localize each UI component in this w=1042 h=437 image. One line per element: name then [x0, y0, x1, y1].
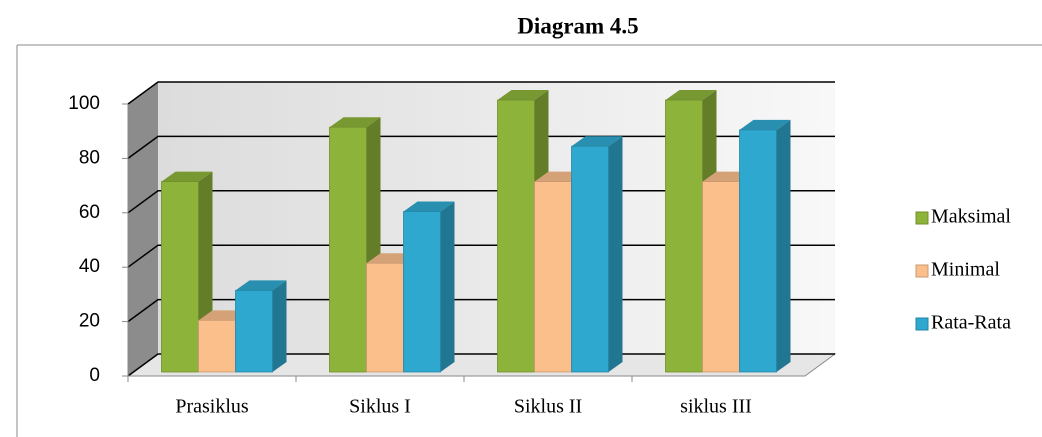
bar-side [272, 280, 287, 372]
bar-side [440, 201, 455, 372]
bar [665, 99, 703, 373]
y-tick-label: 40 [79, 256, 100, 277]
bar [403, 211, 441, 373]
x-tick-label: Siklus I [349, 396, 411, 418]
bar-top [235, 280, 287, 291]
y-tick-label: 100 [68, 93, 100, 114]
chart-title: Diagram 4.5 [517, 13, 638, 38]
bar [198, 319, 236, 373]
x-tick-label: siklus III [680, 396, 752, 418]
bar-top [329, 117, 381, 128]
legend-label: Maksimal [931, 206, 1011, 228]
bar [497, 99, 535, 373]
bar [366, 262, 404, 373]
y-tick-label: 20 [79, 311, 100, 332]
y-tick-label: 0 [89, 365, 100, 386]
legend-swatch [915, 211, 929, 225]
bar-top [161, 171, 213, 182]
side-wall [128, 82, 158, 376]
bar [534, 181, 572, 373]
grid-line [127, 81, 835, 105]
y-tick-label: 60 [79, 202, 100, 223]
y-tick-label: 80 [79, 147, 100, 168]
x-tick-label: Siklus II [514, 396, 582, 418]
bar [571, 145, 609, 373]
legend-swatch [915, 317, 929, 331]
bar [702, 181, 740, 373]
bar-top [497, 90, 549, 100]
bar-side [776, 119, 791, 372]
legend-label: Rata-Rata [931, 312, 1011, 334]
bar-side [608, 136, 623, 372]
bar-top [739, 119, 791, 130]
bar-top [571, 136, 623, 147]
bar [329, 126, 367, 373]
bar-top [665, 90, 717, 100]
legend-label: Minimal [931, 259, 1000, 281]
bar-top [403, 201, 455, 212]
legend-swatch [915, 264, 929, 278]
bar [235, 289, 273, 373]
bar [739, 129, 777, 373]
bar [161, 181, 199, 373]
x-tick-label: Prasiklus [175, 396, 249, 418]
